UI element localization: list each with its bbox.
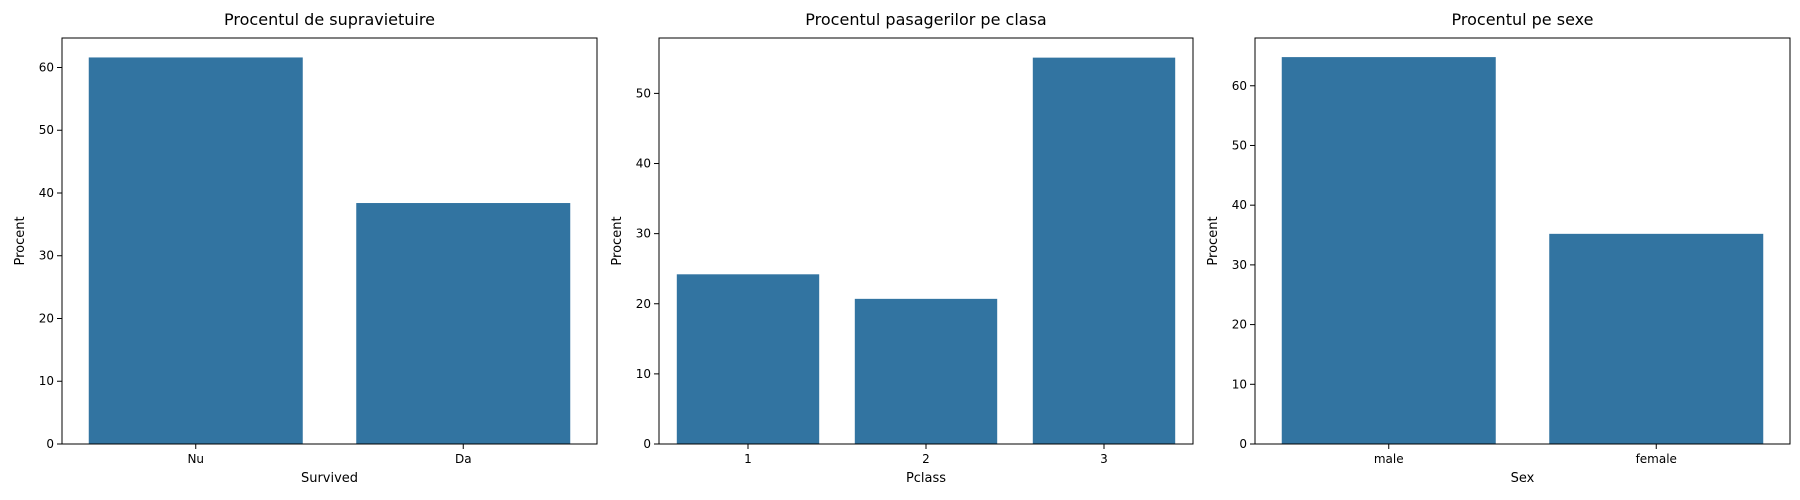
- y-tick-label: 50: [39, 123, 54, 137]
- x-tick-label: 1: [744, 452, 752, 466]
- plot-frame: [1254, 37, 1791, 445]
- y-tick-label: 10: [39, 374, 54, 388]
- x-axis-label: Survived: [301, 471, 358, 486]
- y-axis-label: Procent: [610, 216, 625, 265]
- chart-title: Procentul pe sexe: [1452, 10, 1594, 29]
- bar-1: [676, 274, 820, 444]
- chart-panel-1: Nu Da 0 10 20 30 40 50 60 Procentul de supravietu…: [13, 10, 598, 486]
- y-tick-label: 0: [46, 437, 54, 451]
- y-tick-label: 10: [636, 367, 651, 381]
- x-tick-label: female: [1636, 452, 1677, 466]
- y-tick-label: 0: [643, 437, 651, 451]
- x-tick-label: Da: [455, 452, 472, 466]
- plot-frame: [658, 37, 1194, 445]
- bar-female: [1549, 233, 1764, 444]
- x-axis-label: Sex: [1511, 471, 1535, 486]
- y-tick-label: 10: [1232, 377, 1247, 391]
- y-tick-label: 60: [39, 60, 54, 74]
- y-tick-label: 30: [636, 227, 651, 241]
- y-tick-label: 30: [39, 249, 54, 263]
- chart-title: Procentul pasagerilor pe clasa: [805, 10, 1046, 29]
- y-tick-label: 40: [1232, 198, 1247, 212]
- y-tick-label: 40: [39, 186, 54, 200]
- x-tick-label: Nu: [187, 452, 204, 466]
- chart-title: Procentul de supravietuire: [224, 10, 435, 29]
- y-tick-label: 20: [1232, 318, 1247, 332]
- y-tick-label: 50: [636, 86, 651, 100]
- y-axis-label: Procent: [13, 216, 28, 265]
- plot-frame: [61, 37, 598, 445]
- y-tick-label: 60: [1232, 79, 1247, 93]
- x-tick-label: male: [1374, 452, 1404, 466]
- x-tick-label: 2: [922, 452, 930, 466]
- y-tick-label: 30: [1232, 258, 1247, 272]
- bar-Da: [356, 203, 571, 444]
- chart-panel-3: male female 0 10 20 30 40 50 60 Procentul pe sexe…: [1206, 10, 1791, 486]
- y-tick-label: 20: [636, 297, 651, 311]
- y-axis-label: Procent: [1206, 216, 1221, 265]
- bar-male: [1281, 57, 1496, 444]
- y-tick-label: 40: [636, 157, 651, 171]
- x-axis-label: Pclass: [906, 471, 946, 486]
- bar-2: [854, 298, 998, 444]
- y-tick-label: 50: [1232, 138, 1247, 152]
- y-tick-label: 20: [39, 311, 54, 325]
- y-tick-label: 0: [1239, 437, 1247, 451]
- bar-3: [1032, 57, 1176, 444]
- x-tick-label: 3: [1100, 452, 1108, 466]
- bar-Nu: [88, 57, 303, 445]
